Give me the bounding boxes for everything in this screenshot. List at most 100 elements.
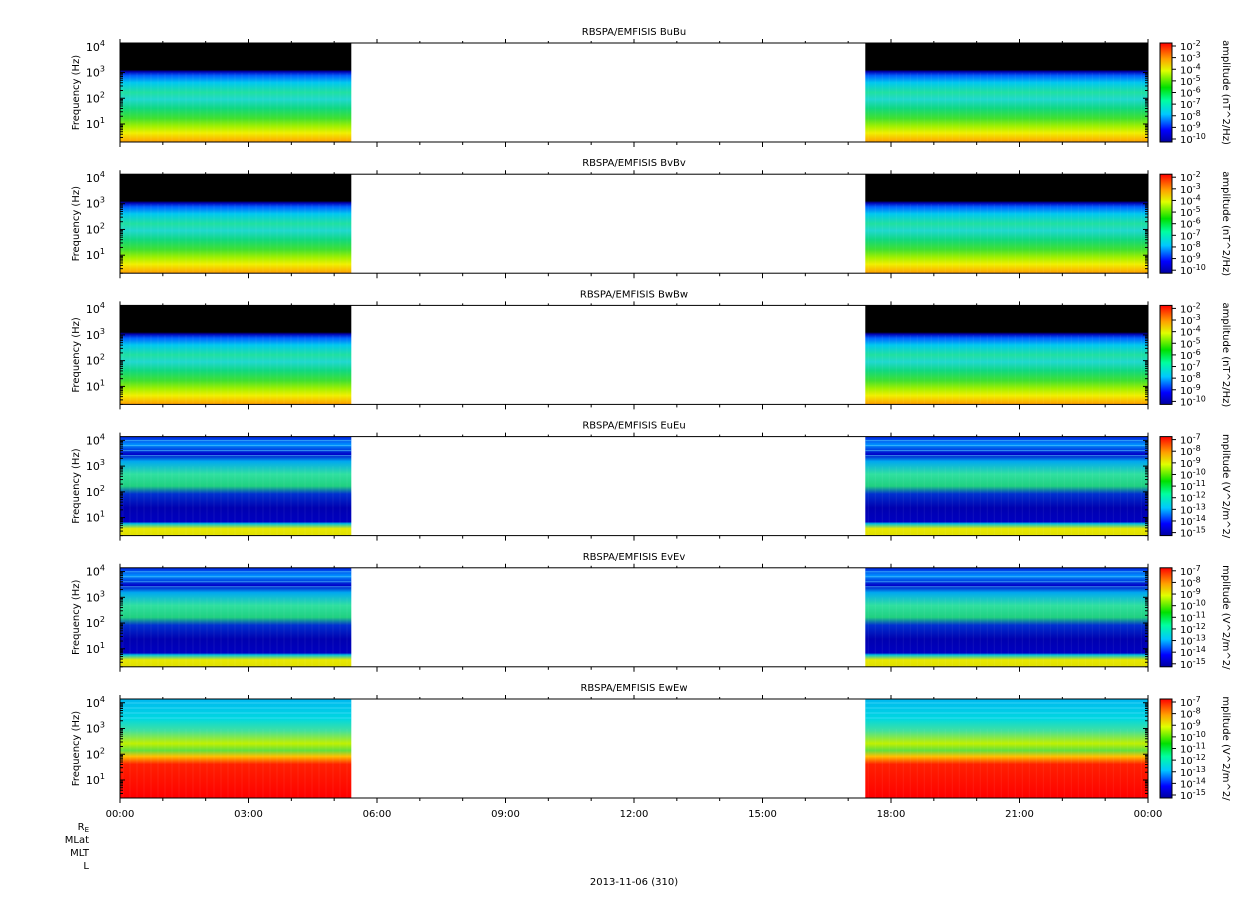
spectrogram-data-block <box>120 567 352 667</box>
spectrogram-data-block <box>865 436 1148 536</box>
colorbar-tick-label: 10-8 <box>1180 707 1201 721</box>
colorbar-label: mplitude (V^2/m^2/ <box>1220 434 1231 539</box>
colorbar-tick-label: 10-8 <box>1180 575 1201 589</box>
frequency-axis-label: Frequency (Hz) <box>71 186 82 262</box>
time-tick-label: 06:00 <box>363 809 392 820</box>
time-tick-label: 00:00 <box>106 809 135 820</box>
colorbar-tick-label: 10-10 <box>1180 394 1206 408</box>
frequency-tick-label: 103 <box>86 196 105 211</box>
colorbar-tick-label: 10-11 <box>1180 610 1206 624</box>
colorbar-tick-label: 10-4 <box>1180 325 1201 339</box>
colorbar-tick-label: 10-12 <box>1180 622 1206 636</box>
frequency-tick-label: 102 <box>86 221 105 236</box>
colorbar-tick-label: 10-9 <box>1180 252 1201 266</box>
colorbar-tick-label: 10-4 <box>1180 62 1201 76</box>
colorbar-label: amplitude (nT^2/Hz) <box>1220 40 1231 145</box>
colorbar-tick-label: 10-13 <box>1180 502 1206 516</box>
ephemeris-re-label: RE <box>78 822 89 834</box>
colorbar-tick-label: 10-7 <box>1180 228 1201 242</box>
frequency-tick-label: 102 <box>86 353 105 368</box>
colorbar-tick-label: 10-7 <box>1180 360 1201 374</box>
colorbar-tick-label: 10-12 <box>1180 753 1206 767</box>
colorbar-tick-label: 10-11 <box>1180 479 1206 493</box>
colorbar-tick-label: 10-11 <box>1180 742 1206 756</box>
colorbar-tick-label: 10-12 <box>1180 491 1206 505</box>
frequency-tick-label: 102 <box>86 484 105 499</box>
ephemeris-l-label: L <box>83 861 89 872</box>
spectrogram-panel: RBSPA/EMFISIS EvEv 101 102 103 104 Frequency … <box>71 552 1231 672</box>
spectrogram-data-block <box>120 436 352 536</box>
panel-title: RBSPA/EMFISIS EwEw <box>580 683 687 694</box>
frequency-tick-label: 103 <box>86 327 105 342</box>
colorbar <box>1159 304 1173 405</box>
colorbar-tick-label: 10-6 <box>1180 86 1201 100</box>
frequency-axis-label: Frequency (Hz) <box>71 711 82 787</box>
colorbar-tick-label: 10-15 <box>1180 788 1206 802</box>
time-tick-label: 09:00 <box>491 809 520 820</box>
spectrogram-data-block <box>120 43 352 142</box>
colorbar-label: amplitude (nT^2/Hz) <box>1220 171 1231 276</box>
colorbar-tick-label: 10-9 <box>1180 383 1201 397</box>
spectrogram-panels: RBSPA/EMFISIS BuBu 101 102 103 104 Frequency … <box>71 27 1231 803</box>
ephemeris-mlt-label: MLT <box>70 848 90 859</box>
frequency-tick-label: 103 <box>86 458 105 473</box>
colorbar-tick-label: 10-8 <box>1180 371 1201 385</box>
colorbar <box>1159 173 1173 274</box>
frequency-axis-label: Frequency (Hz) <box>71 317 82 393</box>
frequency-tick-label: 104 <box>86 564 105 579</box>
panel-title: RBSPA/EMFISIS BvBv <box>582 158 686 169</box>
frequency-tick-label: 104 <box>86 39 105 54</box>
frequency-axis-label: Frequency (Hz) <box>71 580 82 656</box>
frequency-tick-label: 103 <box>86 589 105 604</box>
colorbar-tick-label: 10-5 <box>1180 205 1201 219</box>
spectrogram-data-block <box>865 174 1148 274</box>
colorbar-tick-label: 10-9 <box>1180 718 1201 732</box>
time-tick-label: 15:00 <box>748 809 777 820</box>
spectrogram-panel: RBSPA/EMFISIS BvBv 101 102 103 104 Frequency … <box>71 158 1231 279</box>
colorbar-tick-label: 10-2 <box>1180 301 1201 315</box>
panel-title: RBSPA/EMFISIS EuEu <box>582 421 685 432</box>
frequency-tick-label: 104 <box>86 170 105 185</box>
spectrogram-panel: RBSPA/EMFISIS BuBu 101 102 103 104 Frequency … <box>71 27 1231 147</box>
spectrogram-panel: RBSPA/EMFISIS EuEu 101 102 103 104 Frequency … <box>71 421 1231 541</box>
colorbar-tick-label: 10-5 <box>1180 74 1201 88</box>
colorbar <box>1159 42 1173 143</box>
colorbar-tick-label: 10-8 <box>1180 444 1201 458</box>
spectrogram-data-block <box>865 43 1148 142</box>
spectrogram-data-block <box>865 567 1148 667</box>
frequency-tick-label: 101 <box>86 641 105 656</box>
colorbar-tick-label: 10-3 <box>1180 182 1201 196</box>
colorbar-tick-label: 10-10 <box>1180 467 1206 481</box>
frequency-tick-label: 101 <box>86 772 105 787</box>
spectrogram-data-block <box>120 699 352 798</box>
colorbar-tick-label: 10-8 <box>1180 240 1201 254</box>
colorbar-tick-label: 10-2 <box>1180 170 1201 184</box>
colorbar-label: amplitude (nT^2/Hz) <box>1220 302 1231 407</box>
frequency-tick-label: 104 <box>86 301 105 316</box>
time-tick-label: 21:00 <box>1005 809 1034 820</box>
frequency-tick-label: 102 <box>86 746 105 761</box>
colorbar-tick-label: 10-9 <box>1180 120 1201 134</box>
colorbar-tick-label: 10-8 <box>1180 109 1201 123</box>
frequency-tick-label: 104 <box>86 695 105 710</box>
colorbar-tick-label: 10-7 <box>1180 564 1201 578</box>
colorbar <box>1159 698 1173 799</box>
colorbar-tick-label: 10-10 <box>1180 599 1206 613</box>
spectrogram-panel: RBSPA/EMFISIS BwBw 101 102 103 104 Frequency … <box>71 289 1231 410</box>
colorbar <box>1159 567 1173 668</box>
time-axis: 00:00 03:00 06:00 09:00 12:00 15:00 18:0… <box>106 809 1163 820</box>
frequency-axis-label: Frequency (Hz) <box>71 55 82 131</box>
colorbar-tick-label: 10-3 <box>1180 313 1201 327</box>
colorbar-tick-label: 10-6 <box>1180 217 1201 231</box>
colorbar-tick-label: 10-5 <box>1180 336 1201 350</box>
frequency-tick-label: 103 <box>86 721 105 736</box>
colorbar-tick-label: 10-10 <box>1180 730 1206 744</box>
ephemeris-mlat-label: MLat <box>65 835 89 846</box>
frequency-tick-label: 101 <box>86 378 105 393</box>
spectrogram-data-block <box>865 305 1148 405</box>
frequency-tick-label: 104 <box>86 432 105 447</box>
spectrogram-data-block <box>120 305 352 405</box>
panel-title: RBSPA/EMFISIS BwBw <box>580 289 688 300</box>
time-tick-label: 03:00 <box>234 809 263 820</box>
